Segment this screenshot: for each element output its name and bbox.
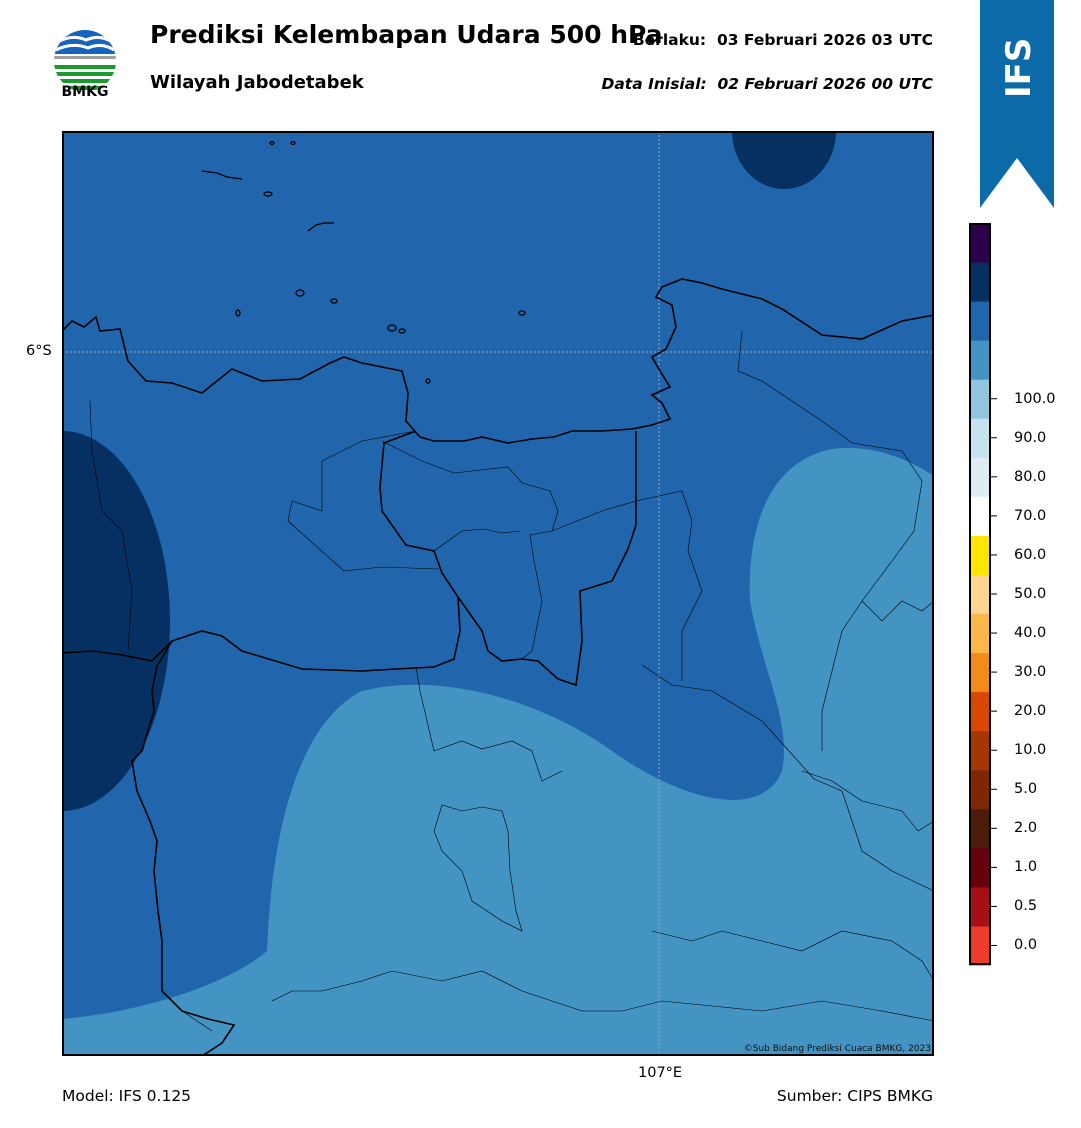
field-90-100-west — [62, 431, 170, 811]
colorbar-tick-label: 60.0 — [1014, 546, 1047, 563]
colorbar-segment — [969, 652, 991, 693]
init-value: 02 Februari 2026 00 UTC — [717, 75, 934, 93]
islands — [201, 140, 526, 384]
colorbar-segment — [969, 808, 991, 849]
ribbon-label: IFS — [999, 38, 1039, 98]
source-text: Sumber: CIPS BMKG — [776, 1087, 933, 1105]
colorbar-tick-label: 50.0 — [1014, 586, 1047, 602]
colorbar-segment — [969, 223, 991, 263]
colorbar-tick-label: 10.0 — [1014, 742, 1047, 759]
colorbar-segment — [969, 847, 991, 888]
humidity-map — [62, 131, 934, 1056]
colorbar-tick-label: 40.0 — [1014, 625, 1047, 642]
colorbar-tick-label: 1.0 — [1014, 859, 1038, 876]
colorbar-tick-label: 80.0 — [1014, 468, 1047, 485]
ribbon-text: IFS — [999, 38, 1039, 98]
colorbar-segment — [969, 730, 991, 771]
colorbar-segment — [969, 535, 991, 575]
colorbar-segment — [969, 379, 991, 419]
colorbar-segment — [969, 301, 991, 341]
colorbar — [969, 223, 997, 966]
colorbar-tick-label: 2.0 — [1014, 820, 1038, 837]
colorbar-segment — [969, 457, 991, 497]
colorbar-segment — [969, 886, 991, 927]
colorbar-segment — [969, 262, 991, 302]
field-90-100-northeast — [732, 131, 836, 189]
map-subtitle: Wilayah Jabodetabek — [150, 72, 364, 93]
colorbar-tick-label: 100.0 — [1014, 390, 1056, 407]
init-time: Data Inisial: 02 Februari 2026 00 UTC — [601, 75, 933, 93]
colorbar-tick-label: 0.5 — [1014, 898, 1038, 915]
coastline — [62, 278, 934, 444]
colorbar-segment — [969, 496, 991, 536]
lat-tick-label: 6°S — [26, 343, 52, 359]
colorbar-segment — [969, 925, 991, 966]
logo-text: BMKG — [61, 84, 109, 100]
colorbar-segment — [969, 769, 991, 810]
colorbar-tick-label: 5.0 — [1014, 781, 1038, 798]
colorbar-tick-label: 20.0 — [1014, 703, 1047, 720]
colorbar-tick-label: 90.0 — [1014, 429, 1047, 446]
valid-label: Berlaku: — [632, 31, 707, 49]
colorbar-tick-label: 30.0 — [1014, 664, 1047, 681]
colorbar-segment — [969, 613, 991, 654]
lon-tick-label: 107°E — [638, 1065, 683, 1081]
colorbar-segment — [969, 691, 991, 732]
colorbar-tick-label: 0.0 — [1014, 937, 1038, 954]
bmkg-logo-icon — [54, 30, 116, 92]
colorbar-segment — [969, 418, 991, 458]
district-boundaries — [89, 330, 934, 1032]
valid-value: 03 Februari 2026 03 UTC — [716, 31, 933, 49]
colorbar-tick-label: 70.0 — [1014, 507, 1047, 524]
colorbar-border — [969, 223, 991, 965]
province-boundaries — [62, 430, 637, 1056]
valid-time: Berlaku: 03 Februari 2026 03 UTC — [633, 31, 933, 49]
map-title: Prediksi Kelembapan Udara 500 hPa — [150, 20, 663, 49]
field-70-80 — [62, 447, 934, 1056]
model-text: Model: IFS 0.125 — [62, 1087, 192, 1105]
init-label: Data Inisial: — [601, 75, 707, 93]
colorbar-segment — [969, 574, 991, 615]
copyright-text: ©Sub Bidang Prediksi Cuaca BMKG, 2023 — [743, 1044, 931, 1054]
colorbar-segment — [969, 340, 991, 380]
ifs-ribbon-icon — [980, 0, 1054, 208]
